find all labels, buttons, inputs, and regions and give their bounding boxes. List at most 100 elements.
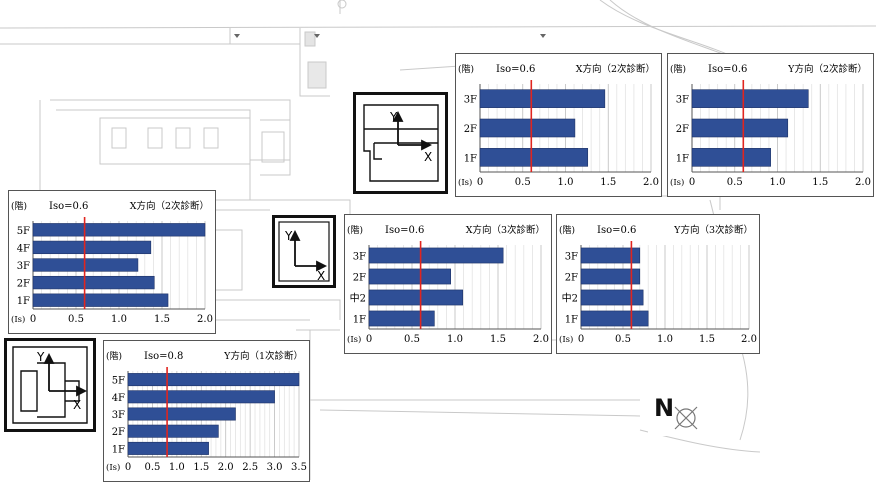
category-label: 1F	[353, 315, 366, 326]
threshold-label: Iso=0.6	[597, 225, 636, 236]
x-tick-label: 1.0	[770, 177, 786, 188]
bar-5F	[32, 223, 206, 237]
axis-unit-label: (Is)	[670, 177, 684, 188]
axis-key-top: Y X	[353, 92, 448, 194]
threshold-label: Iso=0.6	[49, 201, 88, 212]
chart-title: Y方向（2次診断）	[787, 63, 867, 75]
category-label: 1F	[676, 153, 689, 164]
chart-x-2nd-diag-5f: (階) Iso=0.6 X方向（2次診断） 5F 4F 3F 2F 1F 0 0.5 1.0 1.5 2…	[8, 190, 216, 334]
axis-unit-label: (Is)	[11, 314, 25, 325]
bar-3F	[580, 247, 641, 264]
axis-unit-label: (Is)	[347, 334, 361, 345]
category-label: 2F	[17, 279, 30, 290]
category-label: 3F	[464, 95, 477, 106]
category-label: 2F	[464, 124, 477, 135]
chart-title: X方向（3次診断）	[466, 224, 545, 236]
axis-y-label: Y	[284, 229, 293, 243]
floor-axis-label: (階)	[106, 351, 122, 362]
axis-unit-label: (Is)	[106, 462, 120, 473]
axis-x-label: X	[73, 398, 81, 412]
x-tick-label: 3.0	[267, 462, 283, 473]
north-letter: N	[654, 394, 675, 422]
x-tick-label: 0.5	[727, 177, 743, 188]
axis-unit-label: (Is)	[559, 334, 573, 345]
bar-2F	[479, 118, 576, 138]
category-label: 5F	[17, 226, 30, 237]
category-label: 2F	[112, 427, 125, 438]
x-tick-label: 1.5	[600, 177, 616, 188]
bar-1F	[368, 310, 435, 327]
bar-2F	[127, 424, 219, 438]
x-tick-label: 0.5	[68, 314, 84, 325]
x-tick-label: 0	[578, 334, 584, 345]
x-tick-label: 2.5	[242, 462, 258, 473]
x-tick-label: 2.0	[218, 462, 234, 473]
bar-5F	[127, 373, 300, 387]
axis-y-label: Y	[389, 110, 398, 124]
floor-axis-label: (階)	[11, 201, 27, 212]
x-tick-label: 0	[366, 334, 372, 345]
north-compass: N	[648, 390, 706, 436]
bar-1F	[691, 148, 771, 167]
x-tick-label: 1.5	[154, 314, 170, 325]
category-label: 1F	[17, 296, 30, 307]
x-tick-label: 0	[477, 177, 483, 188]
category-label: 2F	[353, 273, 366, 284]
x-tick-label: 2.0	[741, 334, 757, 345]
bar-4F	[32, 240, 152, 255]
floor-axis-label: (階)	[559, 225, 575, 236]
x-tick-label: 2.0	[643, 177, 659, 188]
bar-1F	[127, 441, 209, 455]
x-tick-label: 0.5	[144, 462, 160, 473]
x-tick-label: 3.5	[291, 462, 307, 473]
x-tick-label: 1.5	[490, 334, 506, 345]
x-tick-label: 1.0	[447, 334, 463, 345]
chart-y-1st-diag: (階) Iso=0.8 Y方向（1次診断） 5F 4F 3F 2F 1F 0 0.5 1.0 1.5 2…	[103, 340, 310, 482]
x-tick-label: 0	[125, 462, 131, 473]
axis-unit-label: (Is)	[458, 177, 472, 188]
bar-3F	[368, 247, 504, 264]
category-label: 1F	[464, 153, 477, 164]
bar-3F	[691, 89, 809, 108]
chart-y-2nd-diag-3f: (階) Iso=0.6 Y方向（2次診断） 3F 2F 1F 0 0.5 1.0 1.5 2.0 (I…	[667, 53, 874, 197]
bar-3F	[32, 258, 139, 272]
x-tick-label: 2.0	[855, 177, 871, 188]
category-label: 3F	[353, 252, 366, 263]
axis-key-middle: Y X	[272, 215, 336, 288]
x-tick-label: 0	[689, 177, 695, 188]
threshold-label: Iso=0.8	[144, 351, 183, 362]
bar-2F	[580, 268, 641, 285]
category-label: 2F	[565, 273, 578, 284]
axis-x-label: X	[424, 150, 432, 164]
category-label: 1F	[112, 444, 125, 455]
category-label: 2F	[676, 124, 689, 135]
bar-1F	[32, 293, 169, 307]
x-tick-label: 2.0	[533, 334, 549, 345]
bar-中2	[368, 289, 464, 306]
x-tick-label: 1.0	[111, 314, 127, 325]
threshold-label: Iso=0.6	[385, 225, 424, 236]
x-tick-label: 2.0	[197, 314, 213, 325]
bar-1F	[479, 148, 589, 167]
floor-axis-label: (階)	[347, 225, 363, 236]
x-tick-label: 0.5	[615, 334, 631, 345]
threshold-label: Iso=0.6	[496, 64, 535, 75]
bar-3F	[127, 407, 236, 421]
bar-2F	[691, 118, 789, 138]
north-compass-icon	[674, 406, 698, 430]
x-tick-label: 0	[30, 314, 36, 325]
bar-2F	[32, 275, 155, 290]
category-label: 5F	[112, 376, 125, 387]
bar-1F	[580, 310, 649, 327]
chart-title: Y方向（1次診断）	[223, 350, 303, 362]
chart-x-2nd-diag-3f: (階) Iso=0.6 X方向（2次診断） 3F 2F 1F 0 0.5 1.0 1.5 2.0 (I…	[455, 53, 662, 197]
category-label: 3F	[17, 261, 30, 272]
category-label: 中2	[562, 292, 578, 305]
chart-x-3rd-diag: (階) Iso=0.6 X方向（3次診断） 3F 2F 中2 1F 0 0.5 1.0 1.5 2.0…	[344, 214, 552, 354]
category-label: 4F	[17, 243, 30, 254]
bar-4F	[127, 390, 275, 404]
category-label: 中2	[350, 292, 366, 305]
chart-title: X方向（2次診断）	[576, 63, 655, 75]
category-label: 4F	[112, 393, 125, 404]
axis-x-label: X	[317, 269, 325, 283]
